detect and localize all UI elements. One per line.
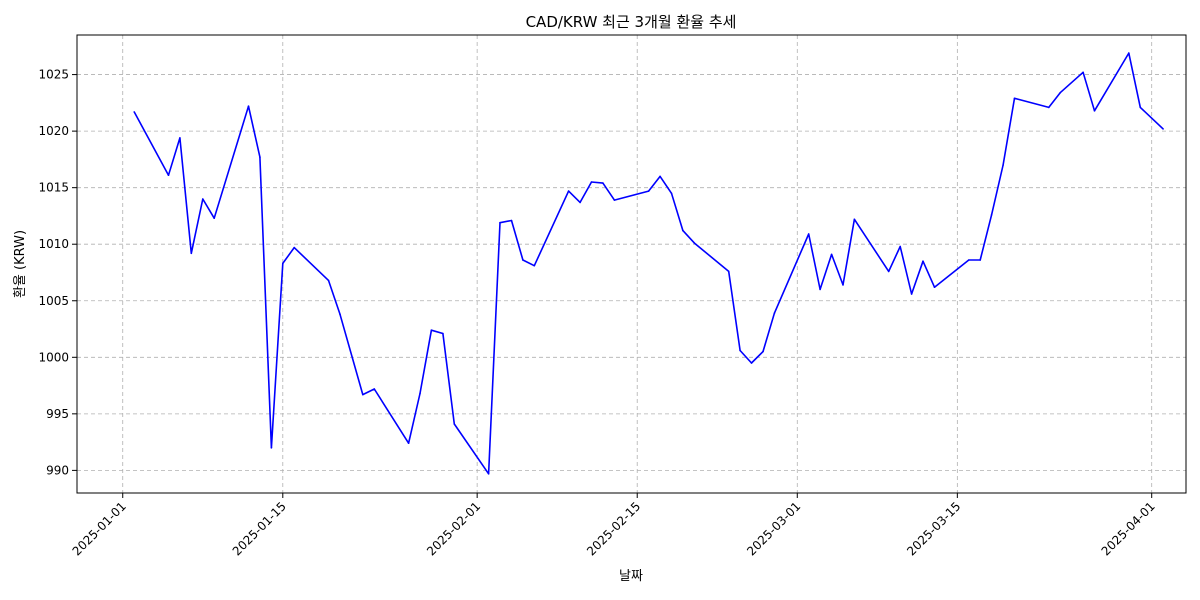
data-point <box>282 262 284 265</box>
grid <box>77 35 1186 493</box>
data-point <box>373 388 376 390</box>
data-point <box>1002 164 1004 166</box>
data-point <box>1082 71 1084 74</box>
data-point <box>190 252 193 255</box>
data-point <box>533 264 536 267</box>
data-point <box>727 270 730 273</box>
x-axis: 2025-01-01 2025-01-15 2025-02-01 2025-02-15… <box>70 493 1158 558</box>
x-tick-label: 2025-01-01 <box>70 499 129 558</box>
data-point <box>430 329 433 332</box>
data-point <box>487 473 490 475</box>
y-tick-label: 1020 <box>38 124 69 138</box>
data-point <box>910 293 913 295</box>
x-tick-label: 2025-02-15 <box>584 499 643 558</box>
data-point <box>339 313 341 316</box>
data-point <box>819 288 821 291</box>
data-point <box>202 198 204 200</box>
y-tick-label: 995 <box>46 407 69 421</box>
y-tick-label: 1025 <box>38 68 69 82</box>
data-point <box>1093 110 1096 112</box>
y-axis-label: 환율 (KRW) <box>13 230 28 298</box>
data-point <box>259 156 261 158</box>
data-point <box>647 190 650 192</box>
data-point <box>1013 97 1016 100</box>
series-line <box>133 52 1164 475</box>
plot-frame <box>76 34 1187 494</box>
data-point <box>167 174 170 176</box>
data-point <box>899 245 901 248</box>
data-point <box>979 259 981 261</box>
data-point <box>179 137 181 139</box>
data-point <box>602 182 604 184</box>
data-point <box>990 214 993 216</box>
x-axis-label: 날짜 <box>619 569 643 584</box>
series-layer <box>133 52 1164 475</box>
data-point <box>522 259 524 261</box>
y-tick-label: 1015 <box>38 181 69 195</box>
data-point <box>327 279 330 282</box>
x-tick-label: 2025-02-01 <box>424 499 483 558</box>
x-tick-label: 2025-03-15 <box>904 499 963 558</box>
data-point <box>887 270 890 273</box>
data-point <box>750 362 753 364</box>
data-point <box>1139 106 1142 109</box>
data-point <box>670 192 673 195</box>
data-point <box>739 349 741 352</box>
data-point <box>933 286 936 289</box>
data-point <box>1162 128 1164 130</box>
data-point <box>842 284 844 286</box>
data-point <box>362 393 364 396</box>
x-tick-label: 2025-04-01 <box>1099 499 1158 558</box>
data-point <box>659 175 661 178</box>
data-point <box>270 447 273 449</box>
y-tick-label: 990 <box>46 463 69 477</box>
data-point <box>807 233 810 235</box>
data-point <box>1059 91 1061 94</box>
data-point <box>510 219 513 222</box>
y-tick-label: 1000 <box>38 350 69 364</box>
data-point <box>213 217 215 219</box>
y-tick-label: 1010 <box>38 237 69 251</box>
data-point <box>407 442 410 445</box>
data-point <box>567 190 570 192</box>
data-point <box>762 350 764 353</box>
data-point <box>853 218 856 221</box>
data-point <box>693 242 696 244</box>
data-point <box>247 105 250 107</box>
data-point <box>590 181 593 183</box>
data-point <box>453 423 456 425</box>
data-point <box>1128 52 1130 54</box>
data-point <box>499 221 501 224</box>
data-point <box>773 312 776 315</box>
data-point <box>830 253 833 256</box>
data-point <box>968 259 970 261</box>
y-axis: 990 995 1000 1005 1010 1015 1020 1025 <box>38 68 77 477</box>
chart-title: CAD/KRW 최근 3개월 환율 추세 <box>526 13 737 31</box>
data-point <box>922 260 924 263</box>
x-tick-label: 2025-03-01 <box>744 499 803 558</box>
data-point <box>293 246 296 249</box>
x-tick-label: 2025-01-15 <box>230 499 289 558</box>
y-tick-label: 1005 <box>38 294 69 308</box>
data-point <box>419 392 421 395</box>
data-point <box>442 332 444 335</box>
data-point <box>133 111 135 113</box>
data-point <box>682 229 684 232</box>
data-point <box>1048 106 1050 109</box>
data-point <box>579 201 581 204</box>
data-point <box>613 199 616 201</box>
